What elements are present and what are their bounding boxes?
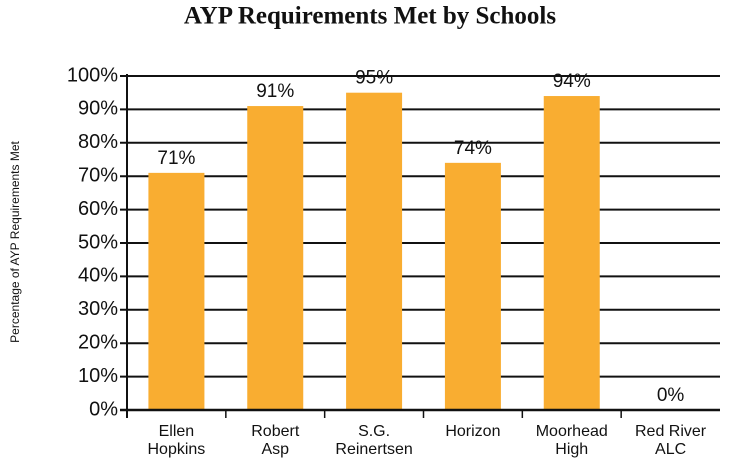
- value-label: 71%: [157, 148, 195, 169]
- y-tick-label: 40%: [78, 265, 118, 287]
- y-tick-label: 80%: [78, 131, 118, 153]
- chart-title: AYP Requirements Met by Schools: [184, 3, 557, 30]
- y-tick-label: 60%: [78, 198, 118, 220]
- y-axis-label: Percentage of AYP Requirements Met: [8, 141, 22, 343]
- value-label: 91%: [256, 81, 294, 102]
- y-tick-label: 70%: [78, 164, 118, 186]
- y-tick-label: 100%: [67, 64, 118, 86]
- x-tick-label: Robert Asp: [251, 423, 300, 458]
- y-tick-label: 20%: [78, 331, 118, 353]
- bar: [543, 96, 600, 410]
- y-tick-label: 50%: [78, 231, 118, 253]
- value-label: 94%: [553, 71, 591, 92]
- x-tick-label: Moorhead High: [536, 423, 608, 458]
- value-label: 95%: [355, 68, 393, 89]
- bar: [346, 92, 403, 410]
- bar: [247, 106, 304, 410]
- x-tick-label: Horizon: [445, 423, 500, 440]
- y-tick-label: 10%: [78, 365, 118, 387]
- bar: [148, 172, 205, 410]
- x-tick-label: Red River ALC: [635, 423, 707, 458]
- x-tick-label: S.G. Reinertsen: [335, 423, 412, 458]
- bar: [444, 162, 501, 410]
- y-tick-label: 30%: [78, 298, 118, 320]
- y-tick-label: 90%: [78, 98, 118, 120]
- x-tick-label: Ellen Hopkins: [148, 423, 206, 458]
- value-label: 74%: [454, 138, 492, 159]
- y-tick-label: 0%: [89, 398, 118, 420]
- value-label: 0%: [657, 385, 685, 406]
